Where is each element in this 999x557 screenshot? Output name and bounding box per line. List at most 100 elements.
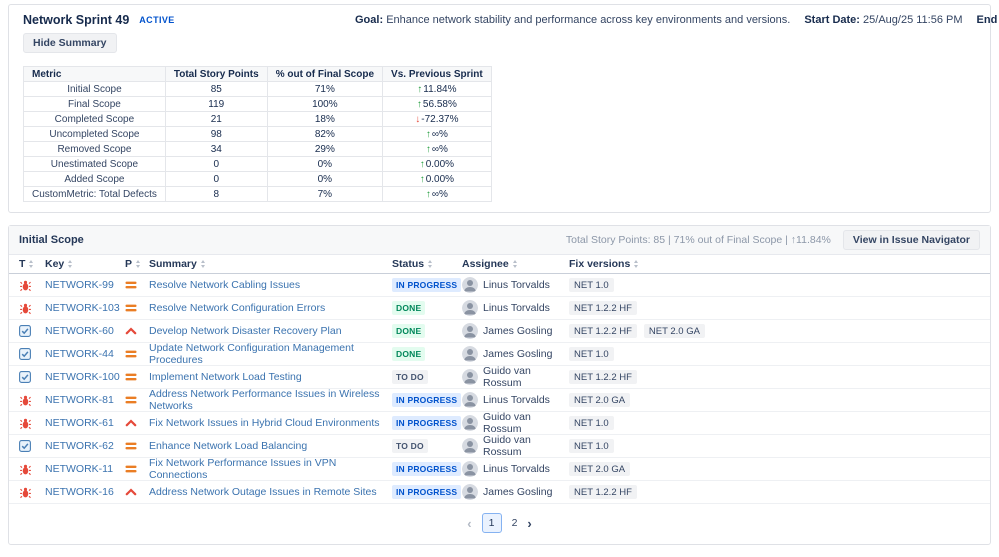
- issue-assignee-cell: James Gosling: [462, 346, 569, 362]
- issue-row: NETWORK-99 Resolve Network Cabling Issues…: [9, 274, 990, 297]
- initial-scope-section: Initial Scope Total Story Points: 85 | 7…: [8, 225, 991, 545]
- issue-summary-link[interactable]: Resolve Network Configuration Errors: [149, 302, 326, 314]
- arrow-up-icon: ↑: [417, 83, 423, 95]
- avatar: [462, 484, 478, 500]
- hide-summary-button[interactable]: Hide Summary: [23, 33, 117, 53]
- column-header-status[interactable]: Status: [392, 258, 462, 270]
- issue-key-link[interactable]: NETWORK-99: [45, 279, 114, 291]
- metric-points: 119: [164, 96, 268, 112]
- pagination-page-2[interactable]: 2: [511, 517, 518, 529]
- issue-key-link[interactable]: NETWORK-11: [45, 463, 114, 475]
- metric-change: ↑0.00%: [382, 171, 492, 187]
- metric-name: Added Scope: [23, 171, 166, 187]
- arrow-down-icon: ↓: [415, 113, 421, 125]
- issue-summary-link[interactable]: Enhance Network Load Balancing: [149, 440, 308, 452]
- metric-change: ↑∞%: [382, 186, 492, 202]
- issue-key-link[interactable]: NETWORK-103: [45, 302, 120, 314]
- metric-change: ↑56.58%: [382, 96, 492, 112]
- issue-summary-link[interactable]: Address Network Performance Issues in Wi…: [149, 388, 380, 412]
- initial-scope-header: Initial Scope Total Story Points: 85 | 7…: [9, 226, 990, 255]
- metric-change: ↑11.84%: [382, 81, 492, 97]
- column-header-key[interactable]: Key: [45, 258, 125, 270]
- issue-key-link[interactable]: NETWORK-81: [45, 394, 114, 406]
- issue-key-cell: NETWORK-99: [45, 279, 125, 291]
- initial-scope-issue-list: NETWORK-99 Resolve Network Cabling Issues…: [9, 274, 990, 504]
- fix-version-chip: NET 2.0 GA: [643, 324, 705, 338]
- pagination-next-icon[interactable]: ›: [527, 515, 532, 531]
- fix-version-chip: NET 1.0: [569, 416, 614, 430]
- issue-fix-versions-cell: NET 1.0: [569, 416, 990, 430]
- issue-key-link[interactable]: NETWORK-61: [45, 417, 114, 429]
- assignee-name: James Gosling: [483, 486, 553, 498]
- column-header-fix-versions[interactable]: Fix versions: [569, 258, 990, 270]
- metric-percent: 29%: [266, 141, 384, 157]
- task-icon: [19, 325, 31, 337]
- sort-icon[interactable]: [512, 260, 517, 268]
- metrics-row: Added Scope 0 0% ↑0.00%: [23, 171, 492, 187]
- issue-summary-link[interactable]: Develop Network Disaster Recovery Plan: [149, 325, 342, 337]
- pagination: ‹ 1 2 ›: [9, 504, 990, 544]
- issue-row: NETWORK-62 Enhance Network Load Balancing…: [9, 434, 990, 458]
- sort-icon[interactable]: [136, 260, 141, 268]
- issue-priority-cell: [125, 325, 149, 337]
- start-date-label: Start Date:: [804, 14, 860, 26]
- priority-medium-icon: [125, 396, 137, 404]
- avatar: [462, 415, 478, 431]
- pagination-prev-icon[interactable]: ‹: [467, 515, 472, 531]
- sort-icon[interactable]: [634, 260, 639, 268]
- fix-version-chip: NET 2.0 GA: [569, 393, 631, 407]
- issue-row: NETWORK-61 Fix Network Issues in Hybrid C…: [9, 411, 990, 435]
- metrics-row: Unestimated Scope 0 0% ↑0.00%: [23, 156, 492, 172]
- fix-version-chip: NET 2.0 GA: [569, 462, 631, 476]
- issue-key-link[interactable]: NETWORK-44: [45, 348, 114, 360]
- issue-priority-cell: [125, 417, 149, 429]
- issue-key-link[interactable]: NETWORK-16: [45, 486, 114, 498]
- column-header-p[interactable]: P: [125, 258, 149, 270]
- status-badge: DONE: [392, 347, 426, 361]
- sort-icon[interactable]: [29, 260, 34, 268]
- initial-view-in-issue-navigator-button[interactable]: View in Issue Navigator: [842, 230, 980, 250]
- issue-assignee-cell: James Gosling: [462, 323, 569, 339]
- fix-version-chip: NET 1.0: [569, 439, 614, 453]
- issue-type-cell: [19, 394, 45, 407]
- issue-type-cell: [19, 463, 45, 476]
- metric-change: ↑0.00%: [382, 156, 492, 172]
- column-header-assignee[interactable]: Assignee: [462, 258, 569, 270]
- issue-summary-link[interactable]: Fix Network Performance Issues in VPN Co…: [149, 457, 337, 481]
- metrics-table-header-row: Metric Total Story Points% out of Final S…: [23, 66, 492, 82]
- priority-medium-icon: [125, 281, 137, 289]
- initial-scope-title: Initial Scope: [19, 234, 84, 246]
- initial-scope-totals: Total Story Points: 85 | 71% out of Fina…: [565, 234, 831, 246]
- issue-summary-link[interactable]: Address Network Outage Issues in Remote …: [149, 486, 377, 498]
- pagination-page-1[interactable]: 1: [481, 513, 502, 533]
- fix-version-chip: NET 1.2.2 HF: [569, 485, 637, 499]
- issue-key-link[interactable]: NETWORK-100: [45, 371, 120, 383]
- issue-priority-cell: [125, 486, 149, 498]
- issue-summary-cell: Resolve Network Configuration Errors: [149, 302, 392, 314]
- issue-priority-cell: [125, 302, 149, 314]
- sort-icon[interactable]: [200, 260, 205, 268]
- sort-icon[interactable]: [68, 260, 73, 268]
- issue-key-cell: NETWORK-60: [45, 325, 125, 337]
- issue-summary-link[interactable]: Fix Network Issues in Hybrid Cloud Envir…: [149, 417, 380, 429]
- bug-icon: [20, 395, 31, 406]
- column-header-summary[interactable]: Summary: [149, 258, 392, 270]
- metrics-column-header: % out of Final Scope: [266, 66, 384, 82]
- status-badge: IN PROGRESS: [392, 393, 462, 407]
- issue-summary-link[interactable]: Resolve Network Cabling Issues: [149, 279, 301, 291]
- issue-key-link[interactable]: NETWORK-62: [45, 440, 114, 452]
- status-badge: IN PROGRESS: [392, 278, 462, 292]
- issue-summary-link[interactable]: Implement Network Load Testing: [149, 371, 302, 383]
- issue-summary-link[interactable]: Update Network Configuration Management …: [149, 342, 354, 366]
- issue-fix-versions-cell: NET 1.2.2 HF NET 2.0 GA: [569, 324, 990, 338]
- sort-icon[interactable]: [428, 260, 433, 268]
- status-badge: IN PROGRESS: [392, 462, 462, 476]
- sprint-summary-card: Network Sprint 49 ACTIVE Goal: Enhance n…: [8, 4, 999, 213]
- issue-fix-versions-cell: NET 1.2.2 HF: [569, 485, 990, 499]
- issue-key-link[interactable]: NETWORK-60: [45, 325, 114, 337]
- issue-assignee-cell: Linus Torvalds: [462, 461, 569, 477]
- avatar: [462, 323, 478, 339]
- bug-icon: [20, 303, 31, 314]
- metric-change: ↑∞%: [382, 141, 492, 157]
- column-header-t[interactable]: T: [19, 258, 45, 270]
